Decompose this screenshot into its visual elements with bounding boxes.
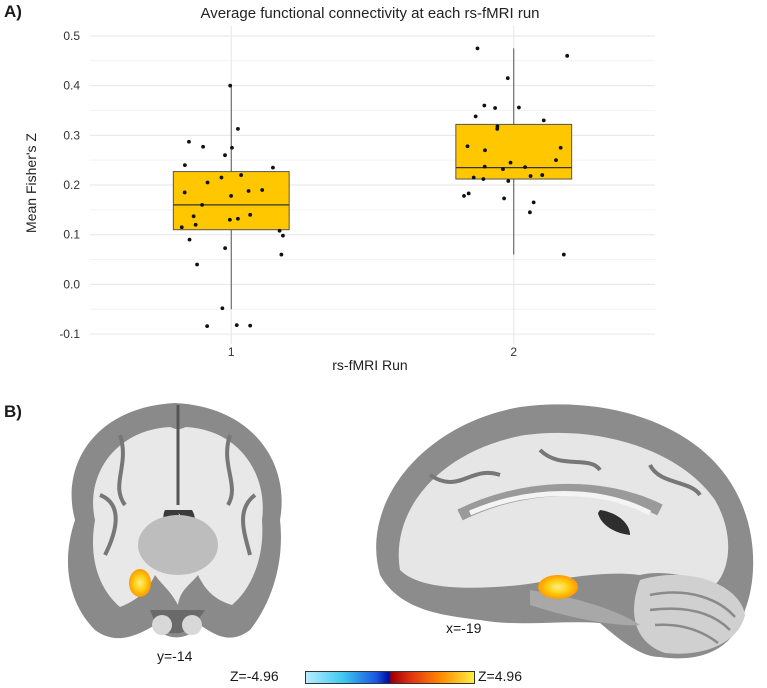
data-point xyxy=(493,106,497,110)
data-point xyxy=(271,165,275,170)
data-point xyxy=(473,114,478,119)
y-tick-labels: -0.1 0.0 0.1 0.2 0.3 0.4 0.5 xyxy=(59,29,80,341)
data-point xyxy=(223,153,227,158)
data-point xyxy=(502,196,506,201)
panel-a-label: A) xyxy=(4,2,22,21)
data-point xyxy=(279,252,284,257)
data-point xyxy=(248,212,253,217)
data-point xyxy=(506,179,511,183)
y-tick-label: -0.1 xyxy=(59,327,80,341)
data-point xyxy=(187,237,192,242)
data-point xyxy=(191,214,196,219)
brain-images xyxy=(67,403,754,659)
chart-title: Average functional connectivity at each … xyxy=(200,5,539,22)
sagittal-slice xyxy=(376,404,754,659)
data-point xyxy=(219,175,224,180)
data-point xyxy=(531,200,536,205)
boxplot-chart: Average functional connectivity at each … xyxy=(23,5,655,373)
data-point xyxy=(260,188,265,192)
sagittal-cerebellum xyxy=(634,574,745,654)
x-axis-label: rs-fMRI Run xyxy=(332,357,407,373)
coronal-slice xyxy=(67,403,282,639)
boxes xyxy=(172,48,573,310)
data-point xyxy=(281,233,285,238)
x-tick-label: 1 xyxy=(228,345,235,359)
data-point xyxy=(235,216,240,221)
panel-b-label: B) xyxy=(4,402,22,421)
data-point xyxy=(554,158,558,163)
data-point xyxy=(466,191,471,196)
data-point xyxy=(227,217,232,222)
coronal-coordinate-label: y=-14 xyxy=(157,648,193,664)
data-point xyxy=(277,228,282,233)
box-2 xyxy=(455,123,573,180)
data-point xyxy=(561,252,566,257)
data-point xyxy=(248,323,253,328)
data-point xyxy=(508,160,513,165)
y-tick-label: 0.1 xyxy=(63,228,80,242)
data-point xyxy=(223,246,228,251)
data-point xyxy=(195,262,199,267)
data-point xyxy=(482,103,487,108)
data-point xyxy=(200,202,205,207)
data-point xyxy=(565,53,570,58)
data-point xyxy=(230,145,234,150)
data-point xyxy=(541,118,546,123)
data-point xyxy=(528,210,532,215)
data-point xyxy=(220,306,225,311)
data-point xyxy=(179,225,184,230)
colorbar-max-label: Z=4.96 xyxy=(478,668,522,684)
coronal-activation-blob xyxy=(129,569,151,597)
data-point xyxy=(201,144,205,149)
data-point xyxy=(228,83,233,88)
data-point xyxy=(234,323,239,328)
data-point xyxy=(517,105,521,110)
data-point xyxy=(182,163,187,168)
data-point xyxy=(481,177,486,181)
data-point xyxy=(229,194,233,198)
sagittal-coordinate-label: x=-19 xyxy=(446,620,482,636)
data-point xyxy=(483,148,487,153)
data-point xyxy=(501,167,505,172)
data-point xyxy=(465,144,470,149)
y-tick-label: 0.4 xyxy=(63,79,80,93)
data-point xyxy=(558,145,563,150)
data-point xyxy=(239,173,243,177)
data-point xyxy=(205,324,210,329)
y-tick-label: 0.3 xyxy=(63,128,80,142)
x-tick-label: 2 xyxy=(510,345,517,359)
data-point xyxy=(540,173,545,177)
sagittal-activation-blob xyxy=(538,575,578,599)
y-tick-label: 0.5 xyxy=(63,29,80,43)
colorbar-gradient xyxy=(305,671,475,684)
data-point xyxy=(182,190,187,195)
data-point xyxy=(495,126,500,131)
data-point xyxy=(462,194,466,198)
data-point xyxy=(471,175,476,180)
points xyxy=(179,46,570,329)
data-point xyxy=(193,222,198,227)
data-point xyxy=(236,126,240,131)
data-point xyxy=(528,174,533,178)
y-axis-label: Mean Fisher's Z xyxy=(23,133,39,233)
data-point xyxy=(505,76,510,81)
data-point xyxy=(475,46,480,51)
sagittal-ventricle xyxy=(598,510,630,535)
data-point xyxy=(523,165,527,170)
data-point xyxy=(482,164,487,169)
data-point xyxy=(187,139,191,144)
colorbar-min-label: Z=-4.96 xyxy=(230,668,279,684)
data-point xyxy=(246,189,251,193)
y-tick-label: 0.2 xyxy=(63,178,80,192)
y-tick-label: 0.0 xyxy=(63,277,80,291)
data-point xyxy=(205,180,210,185)
